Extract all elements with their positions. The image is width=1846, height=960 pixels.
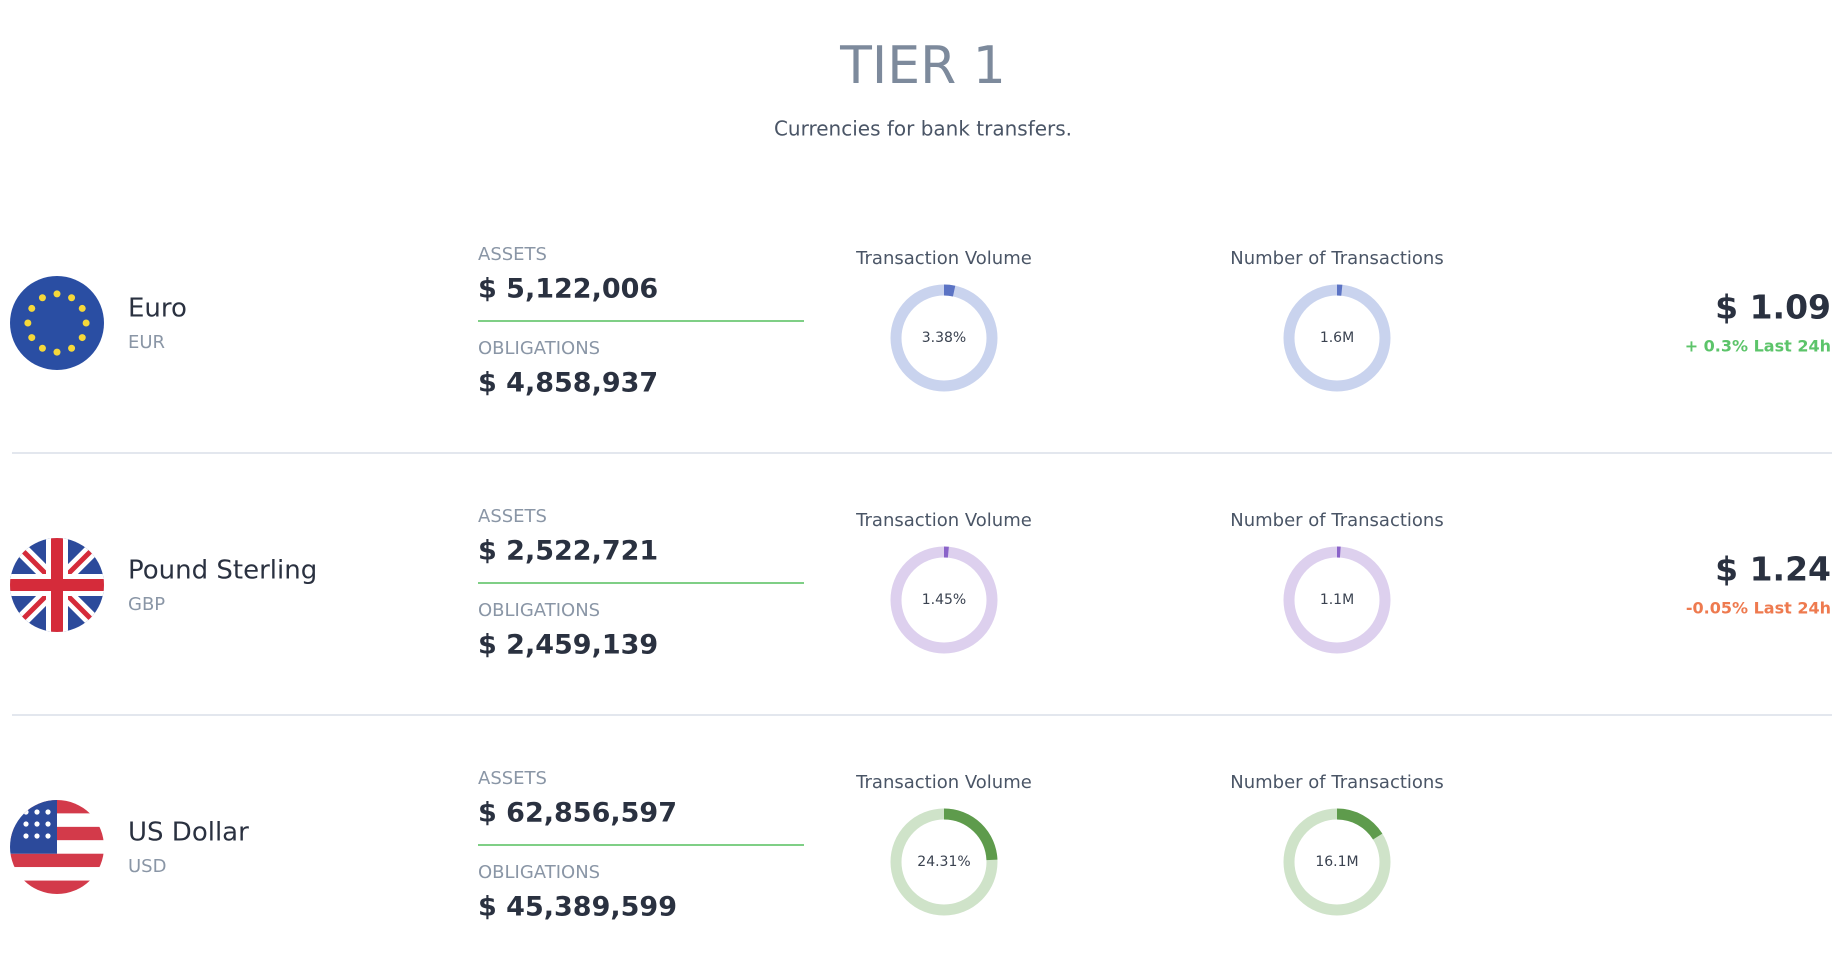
transactions-label: Number of Transactions [1230,772,1443,793]
currency-name: US Dollar [128,818,249,848]
transactions-value: 1.6M [1320,330,1354,346]
assets-label: ASSETS [478,244,547,265]
obligations-value: $ 4,858,937 [478,368,658,399]
volume-value: 1.45% [922,592,966,608]
flag-icon [10,538,104,632]
assets-label: ASSETS [478,768,547,789]
tier-subtitle: Currencies for bank transfers. [774,117,1072,141]
obligations-value: $ 45,389,599 [478,892,677,923]
assets-value: $ 5,122,006 [478,274,658,305]
assets-value: $ 62,856,597 [478,798,677,829]
donut-arc [944,290,954,291]
price: $ 1.09 [1715,288,1831,327]
volume-label: Transaction Volume [855,772,1032,793]
currency-name: Euro [128,294,187,324]
volume-value: 24.31% [917,854,970,870]
volume-label: Transaction Volume [855,248,1032,269]
volume-label: Transaction Volume [855,510,1032,531]
currency-code: GBP [128,594,165,615]
transactions-value: 16.1M [1315,854,1358,870]
donut-arc [1337,814,1378,837]
flag-icon [10,276,104,370]
assets-value: $ 2,522,721 [478,536,658,567]
price-change: -0.05% Last 24h [1686,599,1831,618]
currency-name: Pound Sterling [128,556,317,586]
flag-icon [10,800,104,894]
transactions-value: 1.1M [1320,592,1354,608]
price-change: + 0.3% Last 24h [1685,337,1831,356]
obligations-value: $ 2,459,139 [478,630,658,661]
currency-code: EUR [128,332,165,353]
currency-code: USD [128,856,166,877]
tier-title: TIER 1 [839,36,1006,96]
obligations-label: OBLIGATIONS [478,600,600,621]
volume-value: 3.38% [922,330,966,346]
assets-label: ASSETS [478,506,547,527]
price: $ 1.24 [1715,550,1831,589]
obligations-label: OBLIGATIONS [478,338,600,359]
transactions-label: Number of Transactions [1230,248,1443,269]
transactions-label: Number of Transactions [1230,510,1443,531]
obligations-label: OBLIGATIONS [478,862,600,883]
